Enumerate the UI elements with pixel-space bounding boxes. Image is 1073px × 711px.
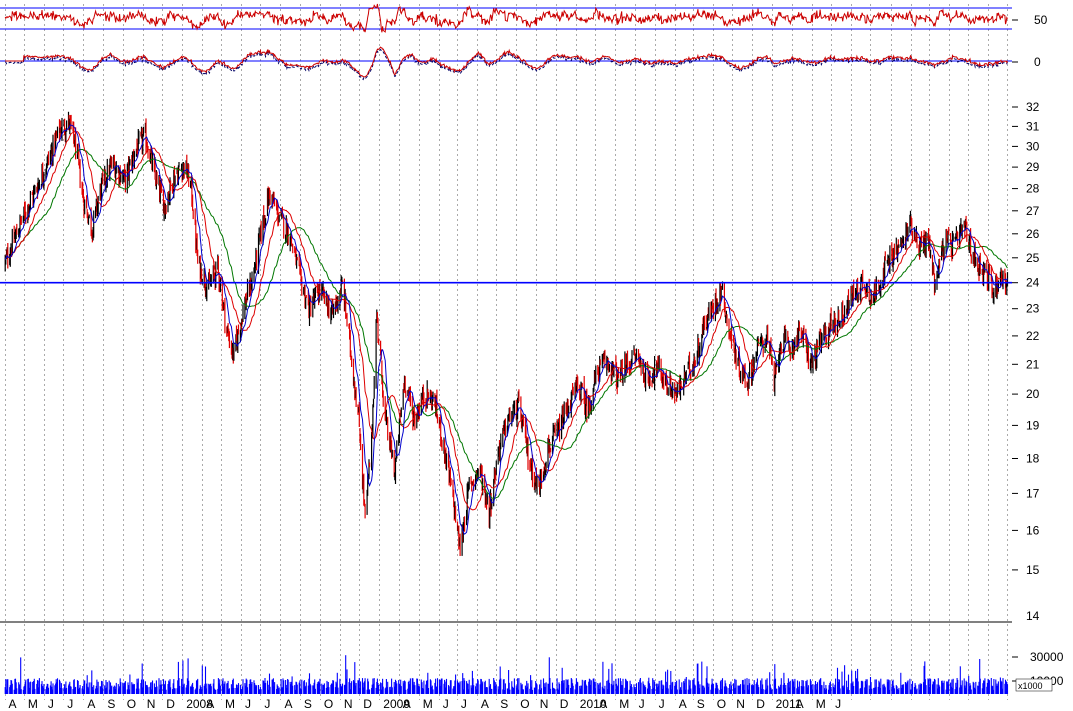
- oscillator-tick-label: 0: [1034, 55, 1041, 69]
- price-tick-label: 15: [1026, 563, 1040, 577]
- month-label: D: [363, 697, 372, 711]
- month-label: A: [679, 697, 687, 711]
- price-tick-label: 14: [1026, 609, 1040, 623]
- month-label: O: [324, 697, 333, 711]
- price-tick-label: 23: [1026, 302, 1040, 316]
- month-label: O: [520, 697, 529, 711]
- axis-labels: 0 50 15 16 17 18 19 20 21 22 23 24 25 26 27 28 29 30 31 32 1…: [0, 13, 1064, 692]
- oscillator-momentum-line: [5, 46, 1008, 78]
- month-label: M: [619, 697, 629, 711]
- month-label: J: [48, 697, 54, 711]
- price-tick-label: 20: [1026, 387, 1040, 401]
- price-tick-label: 17: [1026, 486, 1040, 500]
- price-tick-label: 32: [1026, 100, 1040, 114]
- moving-average-short: [4, 124, 1008, 535]
- price-tick-label: 18: [1026, 452, 1040, 466]
- month-label: 2008: [186, 697, 213, 711]
- month-label: 2009: [383, 697, 410, 711]
- month-label: J: [835, 697, 841, 711]
- month-label: S: [107, 697, 115, 711]
- volume-multiplier-box: [1015, 678, 1053, 692]
- price-tick-label: 16: [1026, 523, 1040, 537]
- month-label: M: [423, 697, 433, 711]
- month-label: J: [461, 697, 467, 711]
- month-label: N: [147, 697, 156, 711]
- month-label: S: [697, 697, 705, 711]
- month-label: A: [403, 697, 411, 711]
- month-label: A: [206, 697, 214, 711]
- price-tick-label: 25: [1026, 251, 1040, 265]
- price-tick-label: 26: [1026, 227, 1040, 241]
- price-tick-label: 24: [1026, 276, 1040, 290]
- month-label: O: [127, 697, 136, 711]
- month-label: D: [560, 697, 569, 711]
- price-tick-label: 21: [1026, 357, 1040, 371]
- moving-average-long: [4, 149, 1008, 499]
- volume-multiplier-label: x1000: [1018, 681, 1043, 691]
- price-tick-label: 30: [1026, 139, 1040, 153]
- volume-tick-label: 30000: [1030, 650, 1064, 664]
- price-tick-label: 19: [1026, 418, 1040, 432]
- month-label: D: [756, 697, 765, 711]
- price-tick-label: 28: [1026, 182, 1040, 196]
- moving-average-medium: [4, 130, 1008, 511]
- volume-panel: [4, 655, 1009, 694]
- month-label: O: [717, 697, 726, 711]
- price-panel: [0, 111, 1012, 556]
- month-label: 2011: [776, 697, 802, 711]
- month-label: J: [639, 697, 645, 711]
- month-label: M: [816, 697, 826, 711]
- month-label: D: [166, 697, 175, 711]
- price-tick-label: 27: [1026, 204, 1040, 218]
- month-label: N: [540, 697, 549, 711]
- month-label: S: [304, 697, 312, 711]
- month-label: M: [28, 697, 38, 711]
- month-label: J: [264, 697, 270, 711]
- month-label: J: [443, 697, 449, 711]
- month-label: J: [659, 697, 665, 711]
- month-label: M: [225, 697, 235, 711]
- month-label: J: [67, 697, 73, 711]
- oscillator-signal-line: [5, 48, 1008, 81]
- price-tick-label: 22: [1026, 329, 1040, 343]
- month-label: A: [796, 697, 804, 711]
- month-label: A: [481, 697, 489, 711]
- month-label: J: [245, 697, 251, 711]
- month-label: 2010: [580, 697, 607, 711]
- price-tick-label: 29: [1026, 160, 1040, 174]
- oscillator-rsi-line: [4, 3, 1008, 33]
- oscillator-tick-label: 50: [1034, 13, 1048, 27]
- month-label: A: [599, 697, 607, 711]
- month-label: A: [285, 697, 293, 711]
- month-label: A: [9, 697, 17, 711]
- month-label: N: [736, 697, 745, 711]
- price-tick-label: 31: [1026, 119, 1040, 133]
- month-label: N: [344, 697, 353, 711]
- oscillator-panel: [0, 3, 1012, 81]
- month-label: S: [500, 697, 508, 711]
- month-label: A: [87, 697, 95, 711]
